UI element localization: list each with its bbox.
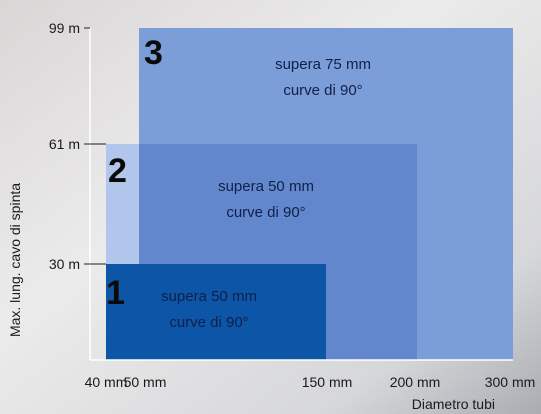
region-number: 1 — [106, 274, 125, 312]
y-axis-title: Max. lung. cavo di spinta — [7, 183, 23, 337]
x-tick: 40 mm — [85, 374, 128, 390]
y-tick: 61 m — [49, 136, 80, 152]
x-tick: 50 mm — [124, 374, 167, 390]
y-tick: 99 m — [49, 20, 80, 36]
region-label: supera 50 mm — [218, 178, 314, 195]
x-tick: 300 mm — [485, 374, 536, 390]
region-label: curve di 90° — [226, 204, 305, 221]
x-tick: 150 mm — [302, 374, 353, 390]
region-number: 2 — [108, 152, 127, 190]
x-tick: 200 mm — [390, 374, 441, 390]
region-label: supera 50 mm — [161, 288, 257, 305]
x-axis-title: Diametro tubi — [412, 396, 495, 412]
region-label: supera 75 mm — [275, 56, 371, 73]
region-number: 3 — [144, 34, 163, 72]
y-tick: 30 m — [49, 256, 80, 272]
region-label: curve di 90° — [283, 82, 362, 99]
region-label: curve di 90° — [169, 314, 248, 331]
region-1 — [106, 264, 326, 360]
